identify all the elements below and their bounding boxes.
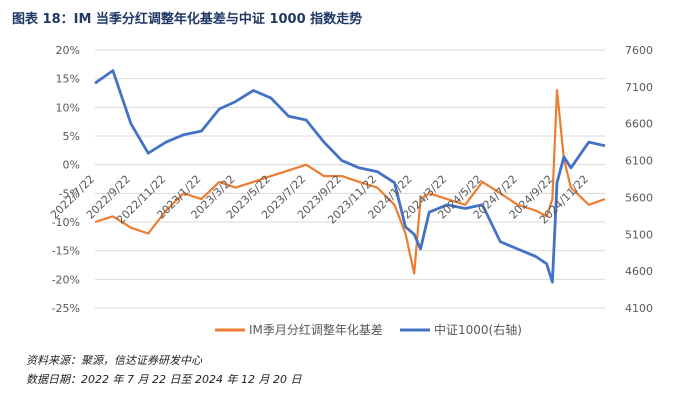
y-right-tick-label: 6600	[625, 118, 653, 131]
date-range-note: 数据日期：2022 年 7 月 22 日至 2024 年 12 月 20 日	[26, 373, 302, 386]
y-left-tick-label: -15%	[52, 245, 80, 258]
legend-label-index: 中证1000(右轴)	[434, 322, 522, 337]
y-left-tick-label: -10%	[52, 216, 80, 229]
chart-svg: 20% 15% 10% 5% 0% -5% -10% -15% -20% -25% 7600 710…	[48, 44, 653, 337]
y-left-tick-label: -5%	[59, 187, 80, 200]
y-left-tick-label: -25%	[52, 302, 80, 315]
y-left-tick-label: 20%	[56, 44, 80, 57]
y-right-tick-label: 7100	[625, 81, 653, 94]
y-right-tick-label: 4100	[625, 302, 653, 315]
basis-series-line	[94, 88, 606, 275]
y-right-tick-label: 5100	[625, 228, 653, 241]
y-right-tick-label: 7600	[625, 44, 653, 57]
y-left-tick-label: -20%	[52, 273, 80, 286]
figure-title: 图表 18：IM 当季分红调整年化基差与中证 1000 指数走势	[12, 12, 363, 27]
y-left-tick-label: 5%	[63, 130, 80, 143]
y-right-tick-label: 4600	[625, 265, 653, 278]
y-left-tick-label: 0%	[63, 159, 80, 172]
y-left-tick-label: 10%	[56, 101, 80, 114]
y-left-tick-label: 15%	[56, 73, 80, 86]
legend-label-basis: IM季月分红调整年化基差	[249, 322, 383, 337]
y-right-tick-label: 5600	[625, 191, 653, 204]
y-right-tick-label: 6100	[625, 155, 653, 168]
source-note: 资料来源：聚源，信达证券研发中心	[26, 354, 202, 367]
chart-area: 20% 15% 10% 5% 0% -5% -10% -15% -20% -25% 7600 710…	[0, 28, 700, 348]
index-series-line	[94, 69, 606, 284]
